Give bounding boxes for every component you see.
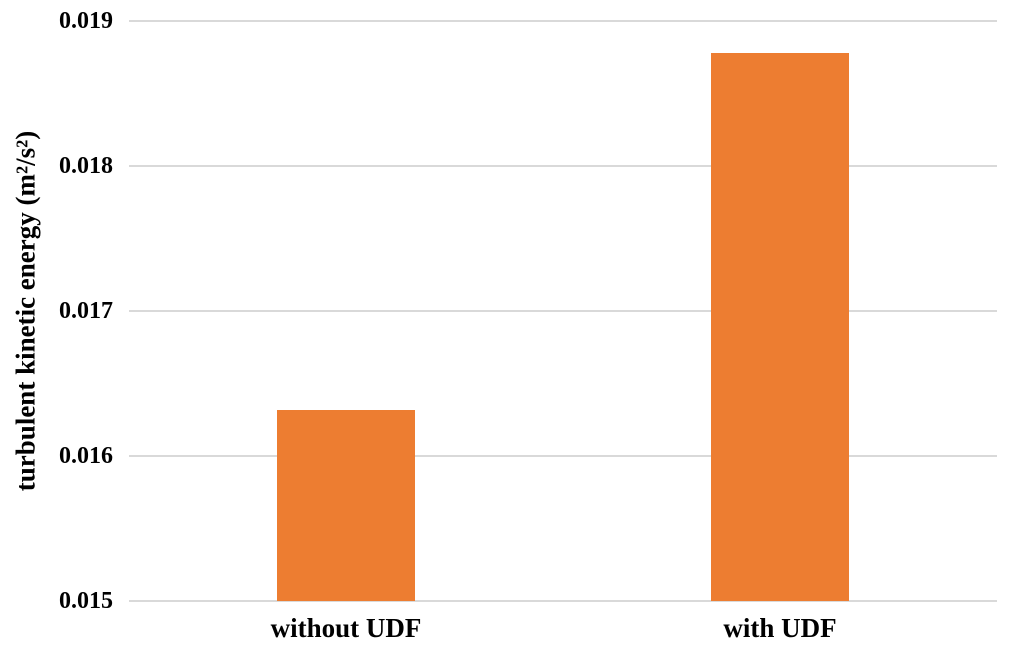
plot-area: 0.015 0.016 0.017 0.018 0.019	[59, 9, 997, 613]
bar-with-udf	[711, 52, 849, 601]
y-tick-label: 0.016	[59, 443, 113, 469]
gridline	[129, 455, 997, 457]
x-tick-label: with UDF	[723, 613, 837, 643]
y-tick-label: 0.019	[59, 8, 113, 34]
gridline	[129, 600, 997, 602]
gridline	[129, 310, 997, 312]
gridline	[129, 165, 997, 167]
gridline	[129, 20, 997, 22]
y-axis-title: turbulent kinetic energy (m²/s²)	[10, 130, 41, 492]
y-tick-label: 0.017	[59, 298, 113, 324]
bar-without-udf	[277, 409, 415, 601]
x-axis-labels: without UDF with UDF	[129, 615, 997, 655]
y-tick-label: 0.015	[59, 588, 113, 614]
y-tick-label: 0.018	[59, 153, 113, 179]
x-tick-label: without UDF	[270, 613, 422, 643]
